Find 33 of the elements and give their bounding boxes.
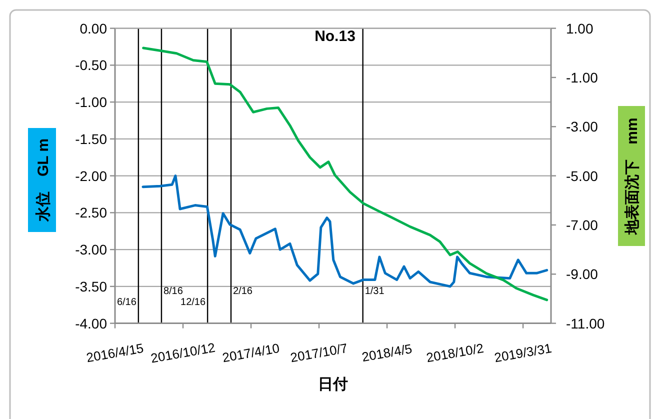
y-tick-label: -2.50 (75, 204, 108, 221)
x-axis-title: 日付 (318, 376, 348, 393)
y-tick-label: -1.50 (75, 130, 108, 147)
x-tick-label: 2019/3/31 (493, 340, 553, 366)
y2-tick-label: -5.00 (566, 168, 598, 184)
y-tick-label: -4.00 (75, 315, 108, 332)
ref-line-label: 1/31 (364, 286, 385, 297)
x-tick-label: 2016/10/12 (150, 340, 216, 366)
x-tick-label: 2018/4/5 (360, 341, 414, 365)
x-tick-label: 2018/10/2 (425, 340, 485, 366)
ref-line-label: 6/16 (116, 296, 137, 308)
line-series (142, 174, 548, 288)
x-tick-label: 2017/10/7 (289, 340, 349, 366)
x-tick-label: 2016/4/15 (85, 340, 145, 366)
chart-title: No.13 (314, 28, 356, 45)
y2-axis-title: 地表面沈下 mm (624, 118, 641, 236)
y-axis-title: 水位 GL m (35, 138, 52, 223)
y-tick-label: -1.00 (75, 94, 108, 110)
y2-tick-label: -11.00 (566, 315, 605, 332)
y2-tick-label: -1.00 (566, 69, 598, 86)
y-tick-label: -0.50 (75, 57, 108, 74)
y2-tick-label: -9.00 (566, 266, 598, 282)
y-tick-label: -2.00 (75, 168, 108, 184)
y2-tick-label: 1.00 (566, 20, 594, 36)
y-tick-label: 0.00 (80, 20, 108, 36)
y2-tick-label: -3.00 (566, 118, 598, 135)
y-tick-label: -3.00 (75, 242, 108, 258)
y-tick-label: -3.50 (75, 278, 108, 294)
ref-line-label: 12/16 (180, 296, 206, 308)
x-tick-label: 2017/4/10 (221, 340, 281, 366)
ref-line-label: 2/16 (232, 286, 253, 297)
y2-tick-label: -7.00 (566, 216, 598, 233)
ref-line-label: 8/16 (163, 286, 184, 297)
